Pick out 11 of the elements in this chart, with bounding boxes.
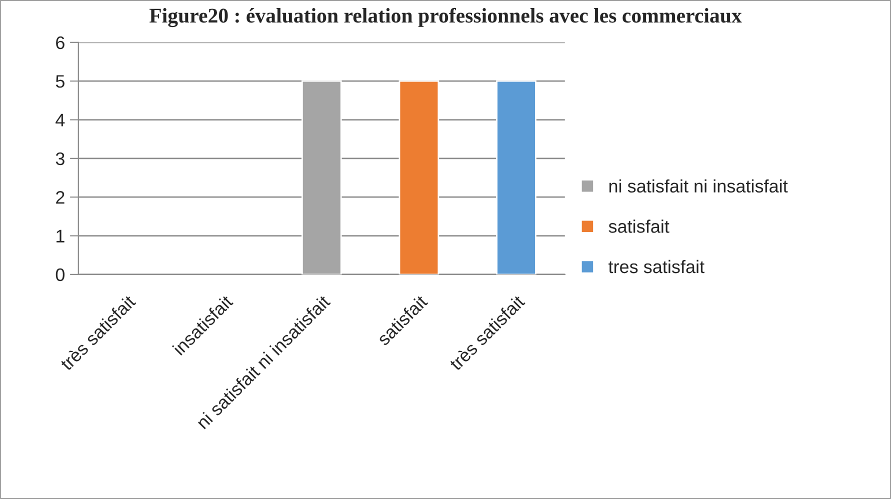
chart-title: Figure20 : évaluation relation professionnels avec les commerciaux xyxy=(149,8,742,28)
legend-label: tres satisfait xyxy=(608,260,704,274)
y-tick-label: 1 xyxy=(56,230,64,242)
legend-label: satisfait xyxy=(608,220,670,233)
y-tick-label: 0 xyxy=(56,268,65,282)
y-tick-label: 2 xyxy=(56,191,64,204)
legend-label: ni satisfait ni insatisfait xyxy=(609,179,788,193)
y-tick-label: 6 xyxy=(56,36,64,50)
y-tick-label: 5 xyxy=(56,75,64,88)
y-tick-label: 4 xyxy=(56,114,65,126)
y-tick-label: 3 xyxy=(56,152,64,166)
